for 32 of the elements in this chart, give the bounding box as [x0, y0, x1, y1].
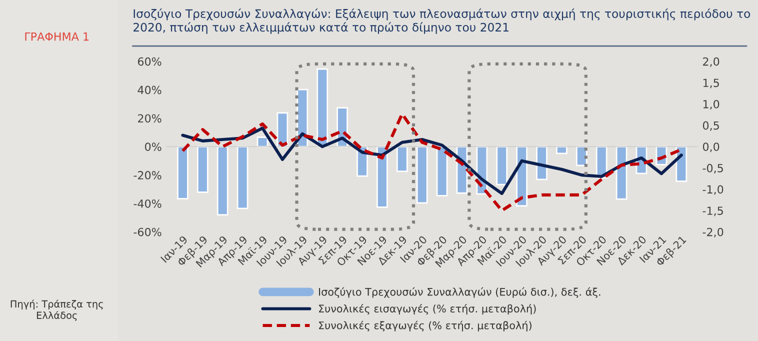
bar — [396, 146, 408, 172]
y2-tick-label: 1,5 — [703, 78, 719, 88]
text: Πηγή: Τράπεζα της Ελλάδος — [10, 300, 103, 321]
y-tick-label: 0% — [145, 142, 162, 152]
y-tick-label: 60% — [138, 57, 162, 66]
y2-tick-label: 2,0 — [703, 57, 720, 67]
bar — [216, 146, 228, 216]
bar — [196, 146, 208, 193]
bar — [177, 146, 188, 200]
bar — [416, 146, 428, 204]
legend-label: Ισοζύγιο Τρεχουσών Συναλλαγών (Ευρώ δισ.), δεξ. άξ. — [319, 287, 600, 298]
bar — [376, 146, 388, 208]
y2-tick-label: -0,5 — [702, 164, 723, 174]
y-tick-label: -40% — [134, 199, 162, 208]
y-tick-label: -60% — [134, 228, 162, 236]
y2-tick-label: -1,5 — [702, 206, 723, 216]
bar — [316, 68, 328, 148]
y2-tick-label: 1,0 — [703, 100, 720, 110]
line-series — [181, 126, 683, 196]
y2-tick-label: 0,5 — [702, 121, 719, 131]
y2-tick-label: 0,0 — [702, 142, 720, 152]
legend-label: Συνολικές εξαγωγές (% ετήσ. μεταβολή) — [319, 320, 532, 332]
y-tick-label: -20% — [134, 171, 162, 180]
y2-tick-label: -1,0 — [702, 185, 724, 195]
y2-tick-label: -2,0 — [702, 228, 724, 238]
bar — [496, 146, 508, 186]
legend-label: Συνολικές εισαγωγές (% ετήσ. μεταβολή) — [319, 304, 536, 315]
bar — [236, 146, 248, 210]
y-tick-label: 40% — [138, 86, 162, 94]
chart-title: Ισοζύγιο Τρεχουσών Συναλλαγών: Εξάλειψη των πλεονασμάτων στην αιχμή της τουριστικής περιόδου το 2020, πτώση των ελλειμμάτων κατά το πρώτο δίμηνο του 2021 — [134, 8, 750, 34]
y-tick-label: 20% — [138, 114, 162, 123]
text: ΓΡΑΦΗΜΑ 1 — [25, 32, 89, 41]
